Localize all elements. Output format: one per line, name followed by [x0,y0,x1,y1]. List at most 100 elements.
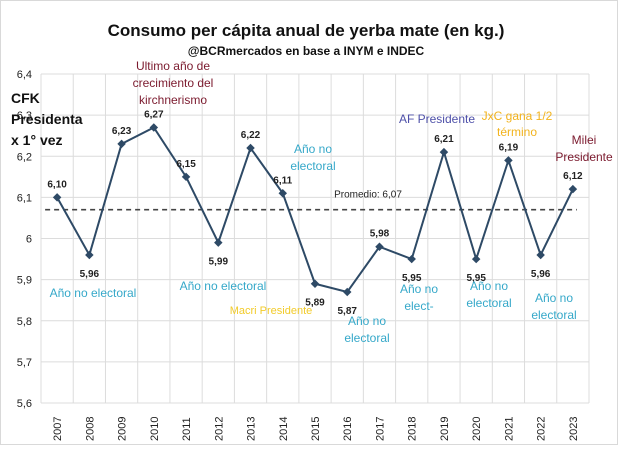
y-tick-label: 5,7 [17,357,32,369]
data-label: 6,15 [176,159,196,170]
x-tick-label: 2007 [52,417,64,441]
data-label: 6,21 [434,134,454,145]
y-tick-label: 6,2 [17,151,32,163]
data-point [246,143,255,153]
chart-title: Consumo per cápita anual de yerba mate (… [108,21,505,40]
data-point [85,250,94,260]
data-point [149,123,159,132]
data-label: 5,96 [531,269,551,280]
annotation-line: Macri Presidente [230,305,313,317]
annotation: CFK Presidenta x 1° vez [11,90,83,148]
annotation: Macri Presidente [230,305,313,317]
annotation-line: JxC gana 1/2 [482,109,553,123]
annotation-line: electoral [466,296,511,310]
average-label: Promedio: 6,07 [334,190,402,201]
data-point [536,250,545,260]
annotation-line: AF Presidente [399,112,475,126]
data-label: 5,95 [466,273,486,284]
annotation: JxC gana 1/2 término [482,109,553,139]
annotation-layer: CFK Presidenta x 1° vez Ultimo año de crecim… [11,59,613,345]
annotation: Año no elect- [400,282,438,313]
data-label: 6,12 [563,171,583,182]
y-tick-label: 6,1 [17,192,32,204]
x-tick-label: 2023 [568,417,580,441]
annotation-line: Año no electoral [180,279,267,293]
annotation-line: electoral [290,159,335,173]
data-point [342,287,352,297]
data-point [310,279,320,288]
annotation-line: Año no [348,314,386,328]
annotation-line: Ultimo año de [136,59,210,73]
annotation-line: término [497,125,537,139]
data-point [471,254,481,264]
y-tick-label: 6,4 [17,69,32,81]
annotation: AF Presidente [399,112,475,126]
data-point [439,147,449,157]
data-label: 6,11 [273,175,292,186]
data-point [52,193,62,202]
annotation-line: electoral [344,331,389,345]
annotation-line: x 1° vez [11,132,63,148]
x-tick-label: 2017 [374,417,386,441]
annotation: Ultimo año de crecimiento del kirchnerismo [133,59,214,107]
data-label: 5,96 [80,269,100,280]
x-tick-label: 2008 [84,417,96,441]
annotation-line: kirchnerismo [139,93,207,107]
data-point [375,242,384,251]
data-point [504,156,513,165]
x-tick-label: 2022 [536,417,548,441]
annotation-line: Año no [535,291,573,305]
y-tick-label: 6,3 [17,110,32,122]
annotation-line: Año no [294,142,332,156]
series-layer [52,123,578,297]
x-tick-label: 2018 [407,417,419,441]
data-point [568,184,578,194]
data-point [278,189,288,198]
y-tick-label: 5,6 [17,398,32,410]
data-label: 5,89 [305,298,325,309]
y-tick-label: 5,8 [17,316,32,328]
annotation: Año no electoral [344,314,389,345]
y-tick-label: 6 [26,234,32,246]
data-label: 6,19 [499,142,519,153]
x-tick-label: 2011 [181,417,193,441]
data-point [181,172,191,182]
annotation-line: Año no [470,279,508,293]
annotation: Año no electoral [531,291,576,322]
x-tick-label: 2010 [149,417,161,441]
x-tick-label: 2015 [310,417,322,441]
data-label-layer: 6,10 5,96 6,23 6,27 6,15 5,99 6,22 6,11 5,89 5,87… [47,109,583,317]
x-tick-label: 2021 [503,417,515,441]
data-point [407,254,416,264]
annotation: Año no electoral [290,142,335,173]
annotation-line: Presidente [555,150,613,164]
annotation: Año no electoral [50,286,137,300]
annotation-line: electoral [531,308,576,322]
x-tick-label: 2014 [278,417,290,441]
annotation-line: CFK [11,90,40,106]
x-tick-label: 2016 [342,417,354,441]
x-tick-label: 2013 [246,417,258,441]
data-label: 5,98 [370,229,390,240]
x-tick-label: 2009 [117,417,129,441]
annotation-line: crecimiento del [133,76,214,90]
y-tick-label: 5,9 [17,275,32,287]
annotation-line: Año no [400,282,438,296]
annotation: Año no electoral [180,279,267,293]
x-tick-label: 2012 [213,417,225,441]
data-point [117,139,126,149]
data-label: 5,99 [209,257,229,268]
x-tick-label: 2019 [439,417,451,441]
data-label: 5,87 [338,306,358,317]
annotation-line: Presidenta [11,111,83,127]
annotation: Milei Presidente [555,133,613,164]
x-tick-label: 2020 [471,417,483,441]
annotation-line: Año no electoral [50,286,137,300]
data-point [214,238,223,247]
data-label: 6,27 [144,109,164,120]
chart-subtitle: @BCRmercados en base a INYM e INDEC [188,44,425,58]
data-label: 6,23 [112,126,132,137]
